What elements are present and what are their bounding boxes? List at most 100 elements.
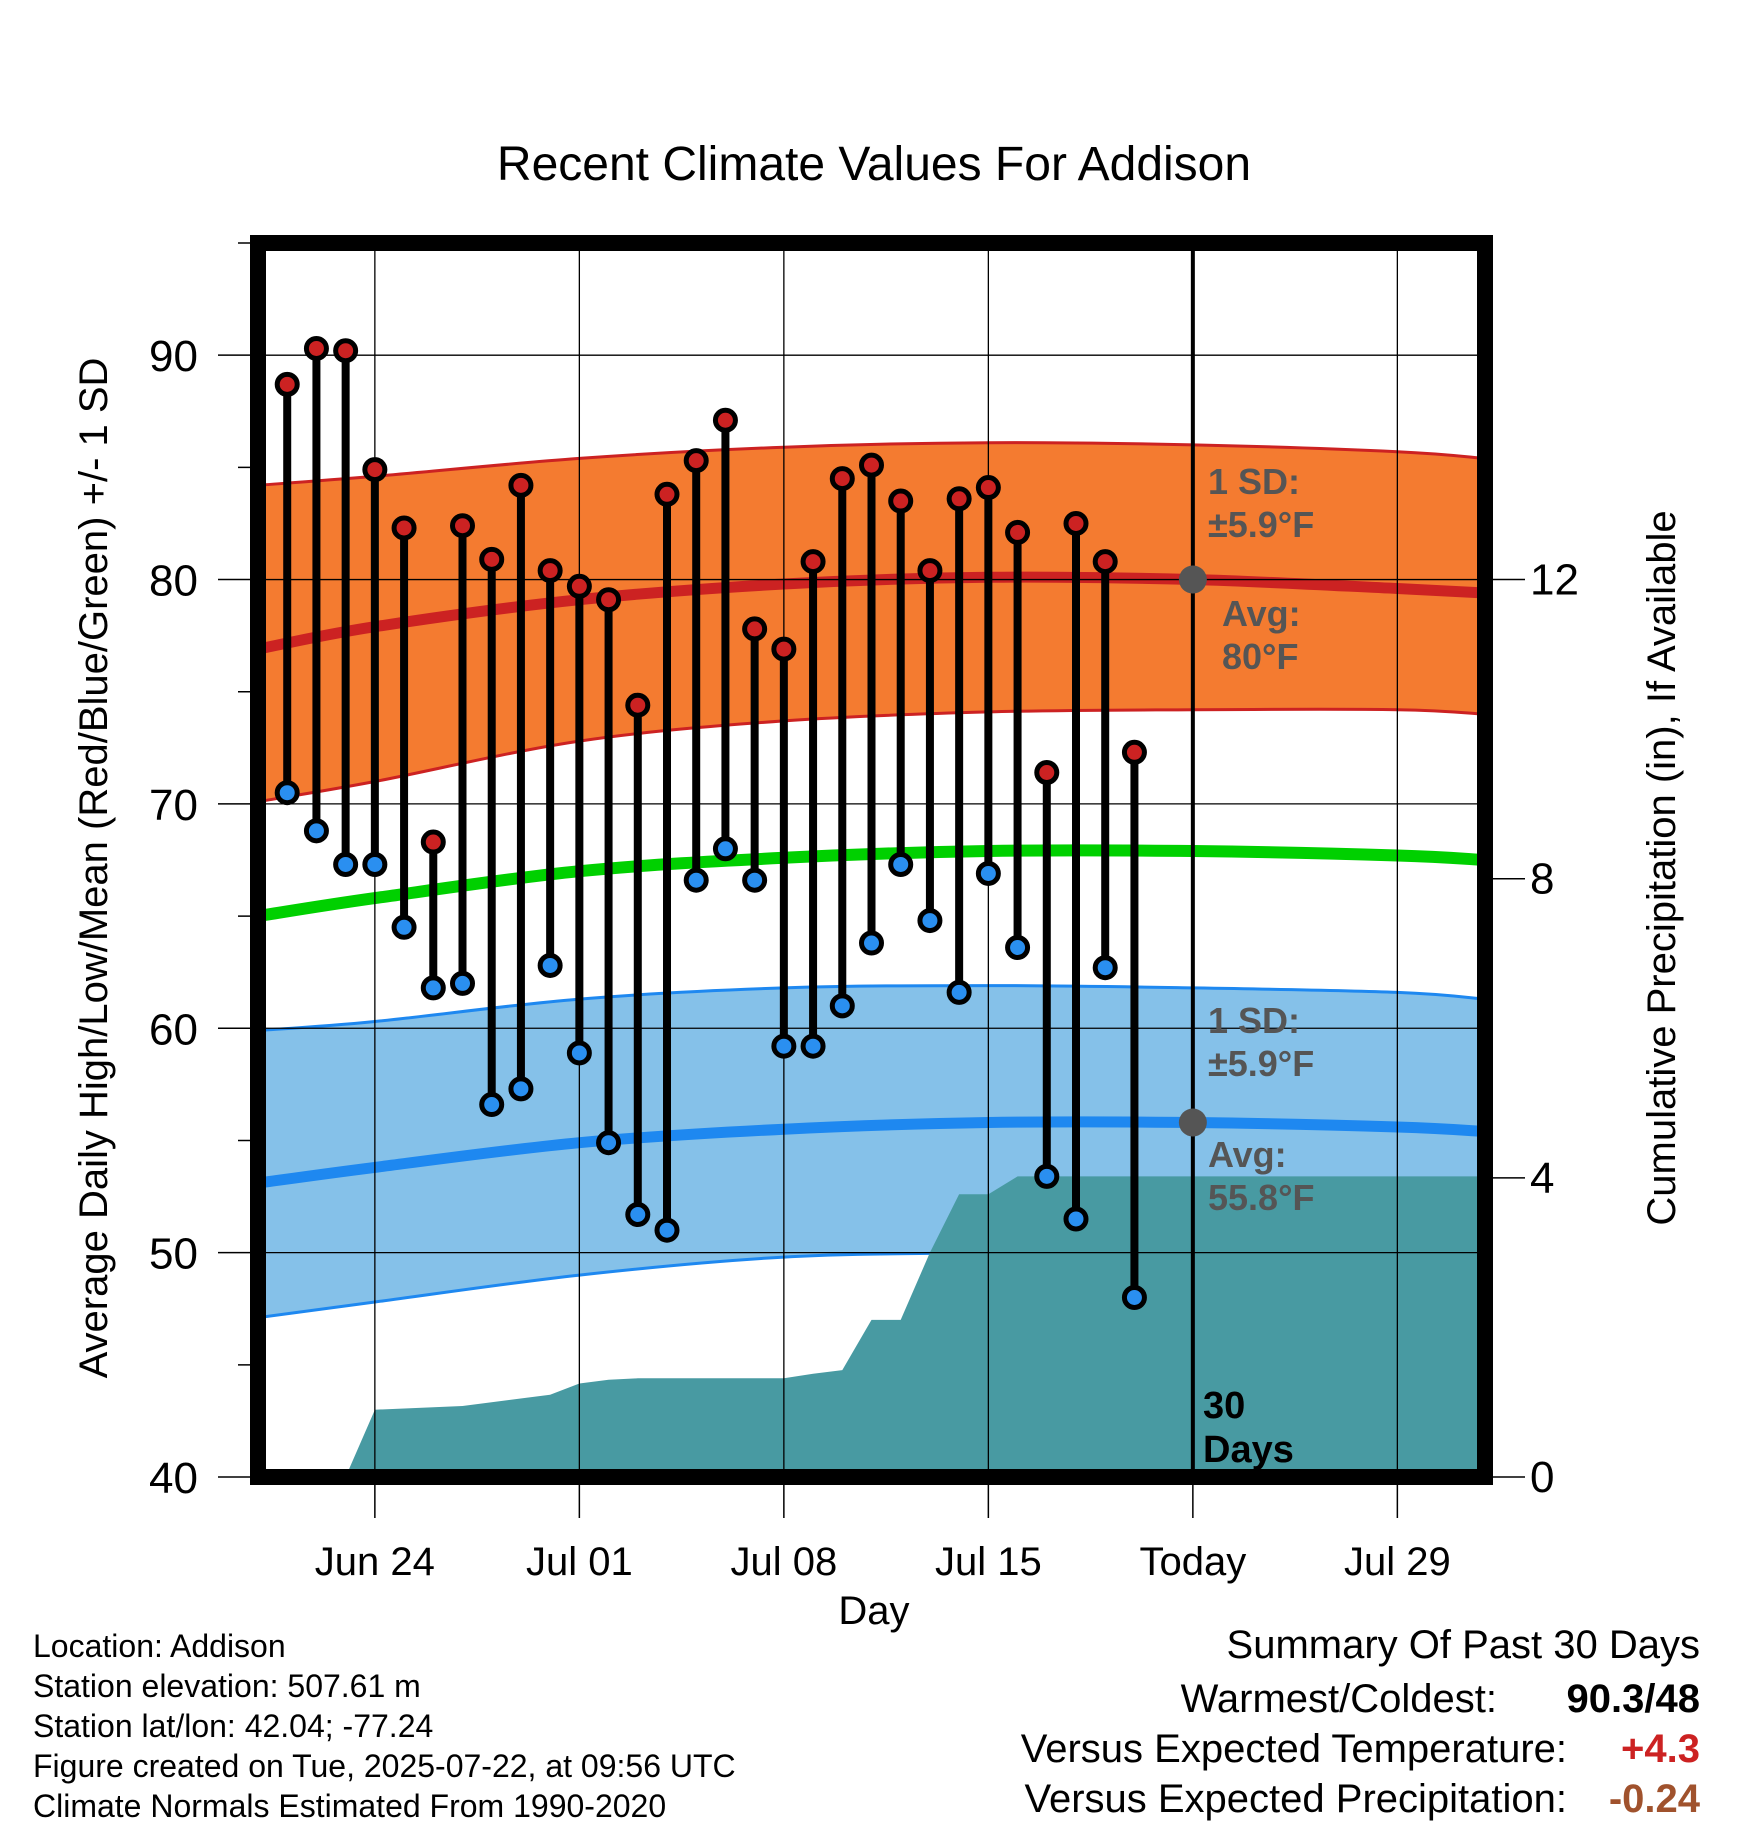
climate-normals-note: Climate Normals Estimated From 1990-2020 bbox=[33, 1788, 666, 1824]
daily-low-point bbox=[479, 1092, 505, 1118]
daily-low-point bbox=[800, 1033, 826, 1059]
daily-low-point bbox=[975, 860, 1001, 886]
high-avg-value: 80°F bbox=[1222, 636, 1298, 677]
y2-axis-label: Cumulative Precipitation (in), If Availa… bbox=[1640, 510, 1684, 1225]
daily-high-point bbox=[420, 829, 446, 855]
daily-high-point bbox=[742, 616, 768, 642]
station-location: Location: Addison bbox=[33, 1628, 286, 1664]
daily-low-point bbox=[508, 1076, 534, 1102]
daily-high-point bbox=[362, 457, 388, 483]
x-axis: Jun 24 Jul 01 Jul 08 Jul 15 Today Jul 29 bbox=[315, 1477, 1451, 1584]
x-tick-label: Jun 24 bbox=[315, 1540, 435, 1584]
temp-vs-expected-value: +4.3 bbox=[1621, 1727, 1700, 1771]
daily-high-point bbox=[712, 407, 738, 433]
daily-low-point bbox=[450, 970, 475, 996]
daily-high-point bbox=[479, 546, 505, 572]
daily-high-point bbox=[537, 558, 563, 584]
y-tick-label: 90 bbox=[149, 332, 198, 381]
x-tick-label: Jul 08 bbox=[730, 1540, 837, 1584]
y-tick-label: 60 bbox=[149, 1005, 198, 1054]
daily-low-point bbox=[625, 1201, 651, 1227]
x-tick-label: Jul 01 bbox=[526, 1540, 633, 1584]
daily-high-point bbox=[654, 481, 680, 507]
plot-data-layer bbox=[258, 441, 1485, 1477]
daily-high-point bbox=[274, 371, 300, 397]
low-sd-value: ±5.9°F bbox=[1208, 1043, 1314, 1084]
daily-high-point bbox=[800, 549, 826, 575]
y2-tick-label: 12 bbox=[1530, 556, 1579, 605]
gridlines bbox=[258, 243, 1485, 1478]
low-normal-line bbox=[258, 1116, 1485, 1189]
daily-low-point bbox=[537, 952, 563, 978]
high-sd-upper-line bbox=[258, 441, 1485, 487]
daily-low-point bbox=[1063, 1206, 1089, 1232]
low-avg-value: 55.8°F bbox=[1208, 1177, 1314, 1218]
precip-vs-expected-label: Versus Expected Precipitation: bbox=[1024, 1777, 1567, 1821]
low-sd-upper-line bbox=[258, 984, 1485, 1032]
daily-low-point bbox=[1121, 1285, 1147, 1311]
x-tick-label: Jul 29 bbox=[1344, 1540, 1451, 1584]
y-tick-label: 80 bbox=[149, 557, 198, 606]
y-axis-label: Average Daily High/Low/Mean (Red/Blue/Gr… bbox=[72, 358, 116, 1379]
daily-high-point bbox=[771, 636, 797, 662]
mean-normal-line bbox=[258, 844, 1485, 923]
daily-high-point bbox=[508, 472, 534, 498]
daily-low-point bbox=[712, 836, 738, 862]
summary-title: Summary Of Past 30 Days bbox=[1227, 1623, 1700, 1667]
daily-low-point bbox=[391, 914, 417, 940]
high-sd-value: ±5.9°F bbox=[1208, 504, 1314, 545]
high-avg-label: Avg: bbox=[1222, 593, 1301, 634]
station-elevation: Station elevation: 507.61 m bbox=[33, 1668, 421, 1704]
daily-high-point bbox=[625, 692, 651, 718]
x-tick-label: Today bbox=[1139, 1540, 1246, 1584]
y-axis: 40 50 60 70 80 90 bbox=[149, 242, 258, 1503]
daily-high-point bbox=[303, 335, 329, 361]
coldest-value: /48 bbox=[1644, 1677, 1700, 1721]
period-label-number: 30 bbox=[1203, 1385, 1245, 1427]
period-label-unit: Days bbox=[1203, 1429, 1294, 1471]
y2-tick-label: 8 bbox=[1530, 855, 1554, 904]
daily-low-point bbox=[1034, 1163, 1060, 1189]
y-tick-label: 70 bbox=[149, 781, 198, 830]
plot-frame bbox=[250, 235, 1493, 1485]
daily-high-point bbox=[1034, 759, 1060, 785]
low-avg-label: Avg: bbox=[1208, 1134, 1287, 1175]
y2-tick-label: 0 bbox=[1530, 1453, 1554, 1502]
precip-area bbox=[258, 1176, 1485, 1477]
daily-high-point bbox=[333, 338, 359, 364]
today-high-normal-marker bbox=[1178, 565, 1207, 594]
station-latlon: Station lat/lon: 42.04; -77.24 bbox=[33, 1708, 433, 1744]
daily-low-point bbox=[1005, 935, 1031, 961]
station-info: Location: Addison Station elevation: 507… bbox=[33, 1628, 736, 1824]
daily-low-point bbox=[1092, 955, 1118, 981]
daily-high-point bbox=[859, 452, 884, 478]
today-low-normal-marker bbox=[1178, 1108, 1207, 1137]
daily-high-point bbox=[596, 587, 622, 613]
daily-high-point bbox=[1092, 549, 1118, 575]
daily-high-point bbox=[391, 515, 417, 541]
daily-high-point bbox=[450, 513, 475, 539]
daily-low-point bbox=[946, 979, 972, 1005]
daily-dots bbox=[274, 335, 1147, 1311]
daily-low-point bbox=[654, 1217, 680, 1243]
daily-high-point bbox=[917, 558, 943, 584]
warm-cold-value: 90.3/48 bbox=[1567, 1677, 1700, 1721]
y2-tick-label: 4 bbox=[1530, 1154, 1554, 1203]
warmest-value: 90.3 bbox=[1567, 1677, 1645, 1721]
daily-high-point bbox=[1005, 519, 1031, 545]
chart-title: Recent Climate Values For Addison bbox=[497, 138, 1251, 191]
daily-low-point bbox=[829, 993, 855, 1019]
daily-high-point bbox=[946, 486, 972, 512]
summary-panel: Summary Of Past 30 Days Warmest/Coldest:… bbox=[1021, 1623, 1701, 1821]
daily-low-point bbox=[303, 818, 329, 844]
daily-low-point bbox=[771, 1033, 797, 1059]
daily-low-point bbox=[859, 930, 884, 956]
daily-high-point bbox=[1121, 739, 1147, 765]
daily-low-point bbox=[596, 1130, 622, 1156]
daily-low-point bbox=[420, 975, 446, 1001]
daily-low-point bbox=[917, 908, 943, 934]
